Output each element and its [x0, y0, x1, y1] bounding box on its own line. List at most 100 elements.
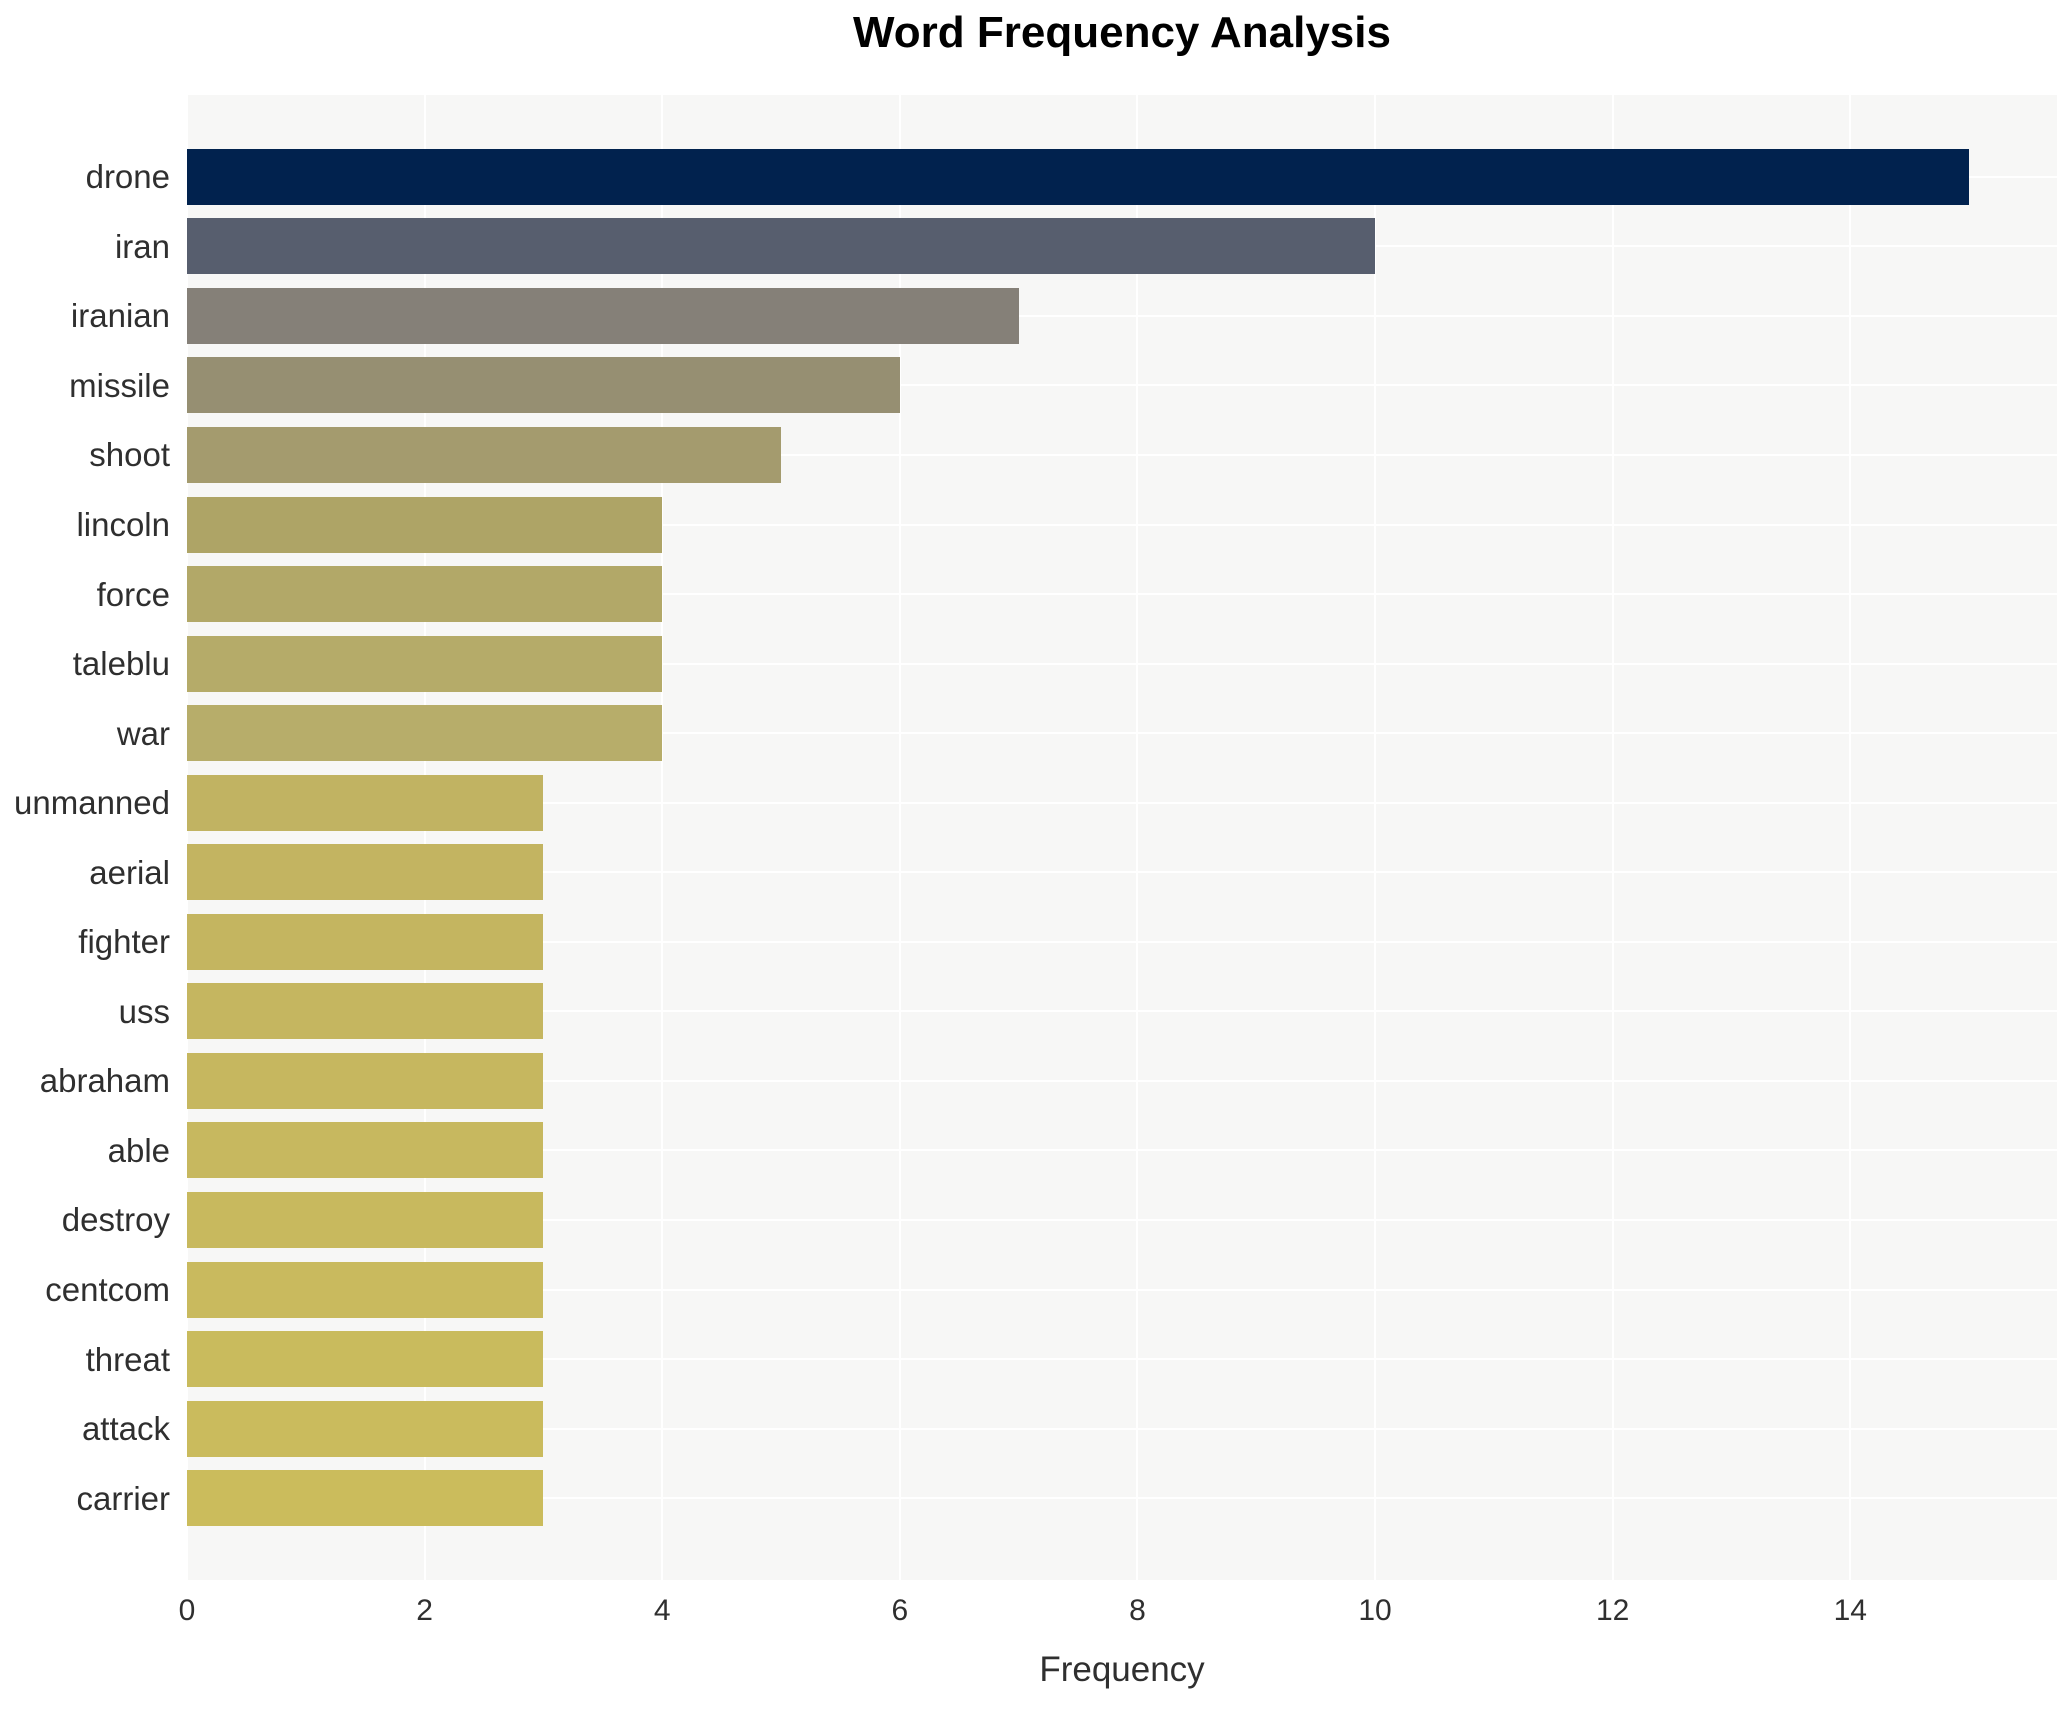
bar-track: [187, 768, 2057, 838]
bar-drone: [187, 148, 1970, 205]
horizontal-gridline: [187, 801, 2057, 804]
bar-track: [187, 837, 2057, 907]
y-tick-label-missile: missile: [69, 366, 170, 404]
y-tick-label-fighter: fighter: [78, 923, 170, 961]
x-axis: 0 2 4 6 8 10 12 14: [179, 1594, 2057, 1636]
bar-row-taleblu: taleblu: [0, 629, 2057, 699]
bar-attack: [187, 1400, 544, 1457]
bar-row-shoot: shoot: [0, 420, 2057, 490]
bar-carrier: [187, 1470, 544, 1527]
y-tick-label-war: war: [116, 714, 170, 752]
bar-row-fighter: fighter: [0, 907, 2057, 977]
y-tick-label-unmanned: unmanned: [14, 784, 170, 822]
horizontal-gridline: [187, 384, 2057, 387]
horizontal-gridline: [187, 1497, 2057, 1500]
horizontal-gridline: [187, 1219, 2057, 1222]
bar-rows-container: drone iran iranian missile shoot lincoln force…: [0, 95, 2057, 1580]
bar-track: [187, 212, 2057, 282]
x-tick-label-6: 6: [891, 1594, 909, 1627]
y-tick-label-taleblu: taleblu: [72, 645, 170, 683]
bar-track: [187, 1394, 2057, 1464]
horizontal-gridline: [187, 1079, 2057, 1082]
bar-track: [187, 420, 2057, 490]
horizontal-gridline: [187, 314, 2057, 317]
y-tick-label-uss: uss: [118, 992, 170, 1030]
bar-row-drone: drone: [0, 142, 2057, 212]
x-axis-title: Frequency: [1039, 1650, 1205, 1689]
bar-row-abraham: abraham: [0, 1046, 2057, 1116]
bar-war: [187, 705, 663, 762]
bar-lincoln: [187, 496, 663, 553]
bar-iranian: [187, 287, 1019, 344]
bar-track: [187, 490, 2057, 560]
bar-track: [187, 1185, 2057, 1255]
bar-shoot: [187, 426, 782, 483]
vertical-gridline: [186, 95, 188, 1580]
bar-track: [187, 1116, 2057, 1186]
bar-track: [187, 907, 2057, 977]
horizontal-gridline: [187, 871, 2057, 874]
bar-track: [187, 281, 2057, 351]
bar-row-destroy: destroy: [0, 1185, 2057, 1255]
bar-unmanned: [187, 774, 544, 831]
vertical-gridline: [1611, 95, 1614, 1580]
bar-track: [187, 1463, 2057, 1533]
bar-fighter: [187, 913, 544, 970]
y-tick-label-lincoln: lincoln: [76, 506, 170, 543]
bar-able: [187, 1122, 544, 1179]
bar-track: [187, 559, 2057, 629]
horizontal-gridline: [187, 1427, 2057, 1430]
bar-track: [187, 629, 2057, 699]
vertical-gridline: [423, 95, 426, 1580]
bar-row-war: war: [0, 698, 2057, 768]
y-tick-label-able: able: [107, 1131, 170, 1169]
y-tick-label-drone: drone: [85, 158, 170, 196]
bar-row-able: able: [0, 1116, 2057, 1186]
bar-track: [187, 1324, 2057, 1394]
horizontal-gridline: [187, 1358, 2057, 1361]
horizontal-gridline: [187, 1288, 2057, 1291]
bar-force: [187, 566, 663, 623]
x-tick-label-4: 4: [653, 1594, 671, 1627]
y-tick-label-force: force: [96, 575, 170, 613]
y-tick-label-aerial: aerial: [89, 853, 170, 891]
vertical-gridline: [661, 95, 664, 1580]
x-tick-label-8: 8: [1129, 1594, 1146, 1627]
horizontal-gridline: [187, 523, 2057, 526]
horizontal-gridline: [187, 732, 2057, 735]
horizontal-gridline: [187, 593, 2057, 596]
bar-missile: [187, 357, 900, 414]
vertical-gridline: [1136, 95, 1139, 1580]
bar-row-lincoln: lincoln: [0, 490, 2057, 560]
bar-abraham: [187, 1052, 544, 1109]
vertical-gridline: [898, 95, 901, 1580]
bar-row-aerial: aerial: [0, 837, 2057, 907]
x-tick-label-0: 0: [178, 1594, 196, 1627]
x-tick-label-14: 14: [1833, 1594, 1867, 1627]
bar-centcom: [187, 1261, 544, 1318]
y-tick-label-iran: iran: [114, 227, 170, 265]
bar-track: [187, 1046, 2057, 1116]
horizontal-gridline: [187, 453, 2057, 456]
y-tick-label-iranian: iranian: [70, 297, 170, 335]
vertical-gridline: [1849, 95, 1852, 1580]
bar-row-attack: attack: [0, 1394, 2057, 1464]
y-tick-label-abraham: abraham: [39, 1062, 170, 1100]
bar-row-iran: iran: [0, 212, 2057, 282]
y-tick-label-attack: attack: [81, 1410, 170, 1448]
bar-destroy: [187, 1191, 544, 1248]
x-tick-label-2: 2: [416, 1594, 433, 1627]
y-tick-label-destroy: destroy: [61, 1201, 170, 1239]
bar-row-centcom: centcom: [0, 1255, 2057, 1325]
bar-aerial: [187, 844, 544, 901]
bar-taleblu: [187, 635, 663, 692]
bar-track: [187, 977, 2057, 1047]
y-tick-label-shoot: shoot: [89, 436, 170, 474]
y-tick-label-threat: threat: [85, 1340, 170, 1378]
x-tick-label-10: 10: [1358, 1594, 1392, 1627]
bar-track: [187, 142, 2057, 212]
horizontal-gridline: [187, 940, 2057, 943]
bar-iran: [187, 218, 1376, 275]
bar-track: [187, 698, 2057, 768]
